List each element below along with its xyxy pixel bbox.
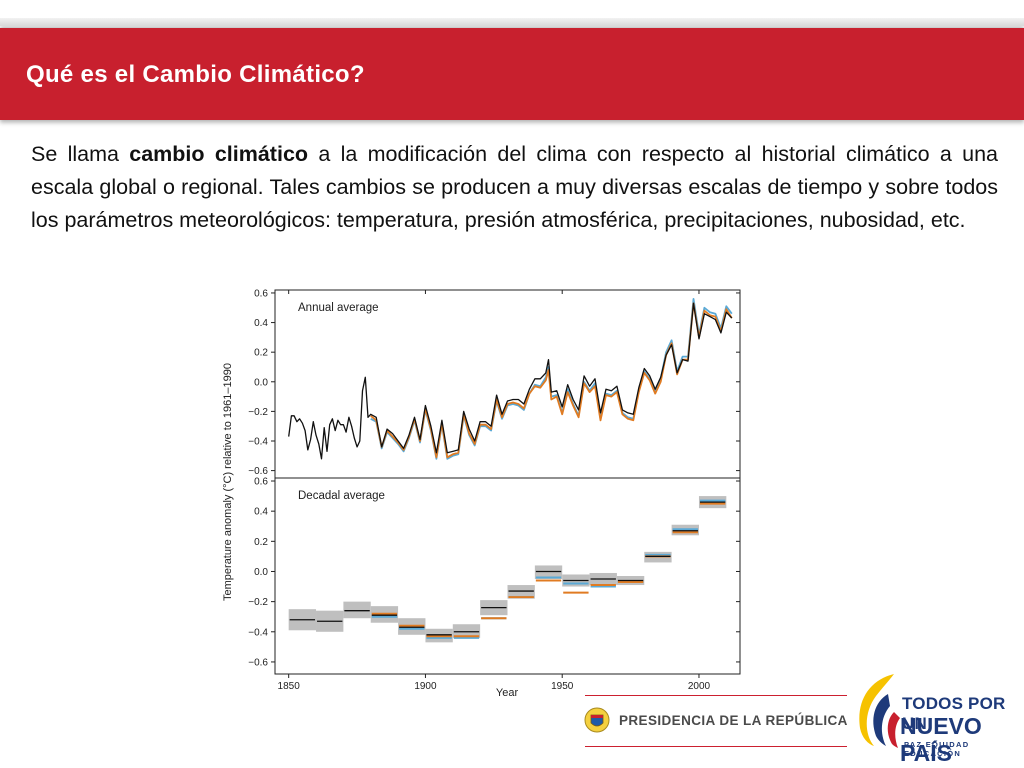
decadal-ytick-label: −0.4: [248, 627, 268, 638]
x-tick-label: 1950: [551, 681, 574, 692]
annual-ytick-label: 0.6: [254, 288, 268, 299]
x-ticks: 1850 1900 1950 2000: [278, 290, 711, 692]
intro-text-before: Se llama: [31, 142, 130, 166]
x-tick-label: 1900: [414, 681, 437, 692]
logo-line-1: TODOS POR UN: [902, 694, 1006, 733]
presidencia-block: PRESIDENCIA DE LA REPÚBLICA: [583, 706, 848, 734]
decadal-marks-group: [288, 496, 727, 643]
decadal-ytick-label: −0.2: [248, 597, 268, 608]
nuevo-pais-logo-icon: [859, 674, 900, 748]
title-bar: Qué es el Cambio Climático?: [0, 18, 1024, 120]
slide-title: Qué es el Cambio Climático?: [26, 61, 365, 88]
decadal-ytick-label: 0.0: [254, 567, 268, 578]
annual-ytick-label: −0.2: [248, 407, 268, 418]
annual-ytick-label: 0.0: [254, 377, 268, 388]
annual-series-black: [288, 302, 733, 460]
annual-panel-label: Annual average: [298, 302, 379, 314]
footer-rule-bottom: [585, 746, 847, 747]
decadal-uncertainty-box: [343, 601, 371, 619]
decadal-panel-label: Decadal average: [298, 490, 385, 502]
annual-ytick-label: 0.2: [254, 348, 268, 359]
y-axis-title: Temperature anomaly (°C) relative to 196…: [222, 363, 234, 601]
decadal-ytick-label: −0.6: [248, 657, 268, 668]
temperature-anomaly-chart: Annual average Decadal average Temperatu…: [222, 288, 741, 699]
x-tick-label: 2000: [688, 681, 711, 692]
decadal-uncertainty-box: [452, 624, 481, 638]
annual-ytick-label: 0.4: [254, 318, 268, 329]
annual-ytick-label: −0.6: [248, 466, 268, 477]
annual-ytick-label: −0.4: [248, 436, 268, 447]
annual-series-group: [288, 297, 733, 460]
intro-paragraph: Se llama cambio climático a la modificac…: [31, 138, 998, 237]
annual-panel-frame: [274, 289, 741, 479]
x-axis-title: Year: [496, 687, 519, 699]
logo-line-2: NUEVO PAÍS: [900, 713, 982, 766]
decadal-y-ticks: 0.6 0.4 0.2 0.0 −0.2 −0.4 −0.6: [248, 477, 740, 668]
decadal-uncertainty-box: [534, 565, 563, 580]
decadal-ytick-label: 0.6: [254, 477, 268, 488]
logo-line-3: PAZ EQUIDAD EDUCACIÓN: [904, 740, 970, 758]
decadal-uncertainty-box: [507, 585, 535, 599]
footer-rule-top: [585, 695, 847, 696]
coat-of-arms-icon: [584, 707, 610, 733]
annual-y-ticks: 0.6 0.4 0.2 0.0 −0.2 −0.4 −0.6: [248, 288, 740, 477]
decadal-panel-frame: [274, 477, 741, 675]
presidencia-label: PRESIDENCIA DE LA REPÚBLICA: [619, 712, 848, 728]
decadal-ytick-label: 0.2: [254, 537, 268, 548]
decadal-ytick-label: 0.4: [254, 507, 268, 518]
intro-text-after: a la modificación del clima con respecto…: [31, 142, 998, 232]
x-tick-label: 1850: [278, 681, 301, 692]
intro-term-bold: cambio climático: [129, 142, 309, 166]
